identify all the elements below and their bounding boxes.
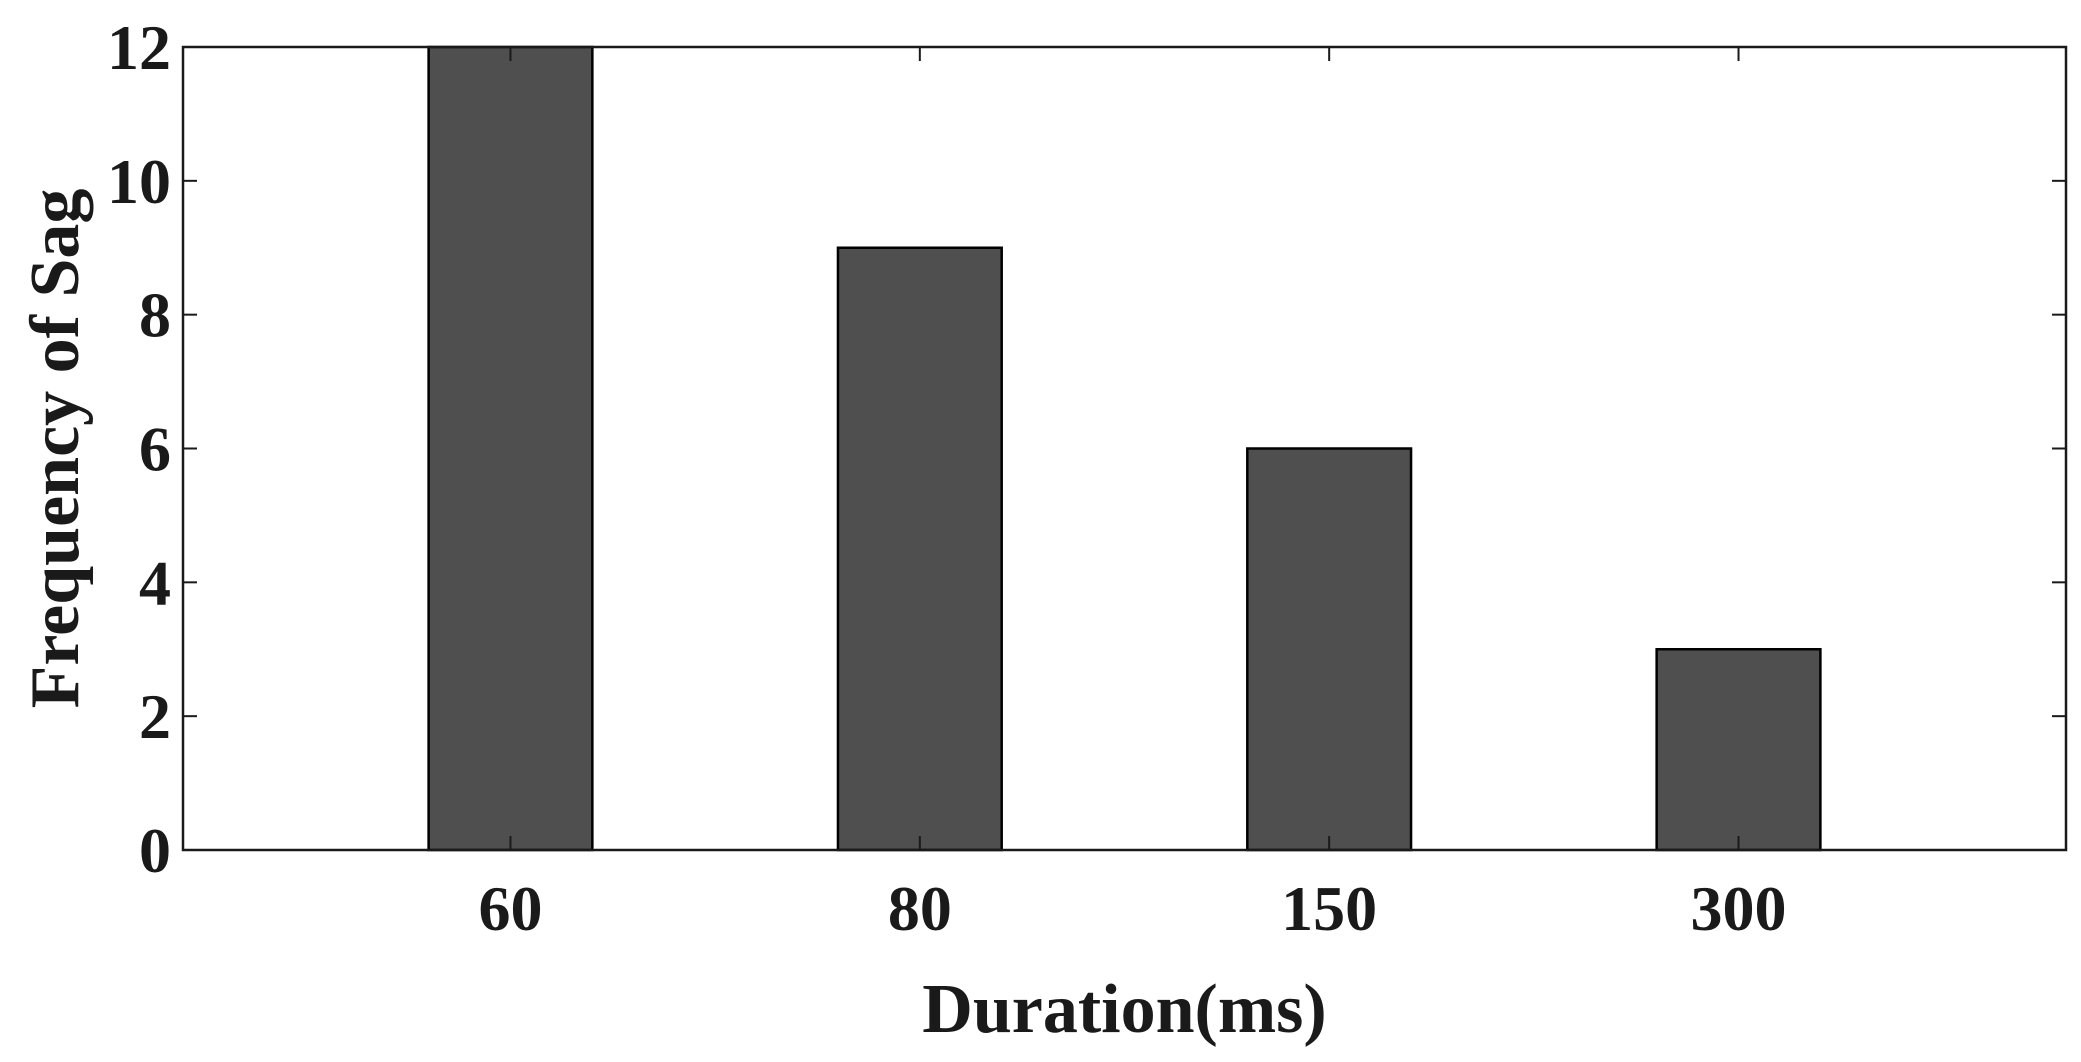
plot-frame: [181, 45, 2068, 852]
x-tick-label: 300: [1691, 873, 1787, 944]
bar-150: [1246, 447, 1413, 852]
y-tick-label: 8: [139, 280, 171, 351]
y-tick-label: 12: [107, 12, 171, 83]
x-axis-title: Duration(ms): [922, 971, 1326, 1048]
y-tick-label: 6: [139, 414, 171, 485]
x-tick-label: 80: [888, 873, 952, 944]
bar-60: [427, 45, 594, 852]
y-tick-label: 2: [139, 681, 171, 752]
y-tick-label: 10: [107, 146, 171, 217]
bar-300: [1655, 648, 1822, 852]
x-tick-label: 60: [478, 873, 542, 944]
y-tick-labels: 0 2 4 6 8 10 12: [107, 12, 171, 886]
x-tick-labels: 60 80 150 300: [478, 873, 1786, 944]
bar-80: [836, 246, 1003, 852]
y-tick-label: 4: [139, 547, 171, 618]
x-tick-label: 150: [1281, 873, 1377, 944]
y-tick-label: 0: [139, 815, 171, 886]
bars-layer: [427, 45, 1822, 852]
y-axis-title: Frequency of Sag: [17, 189, 94, 709]
